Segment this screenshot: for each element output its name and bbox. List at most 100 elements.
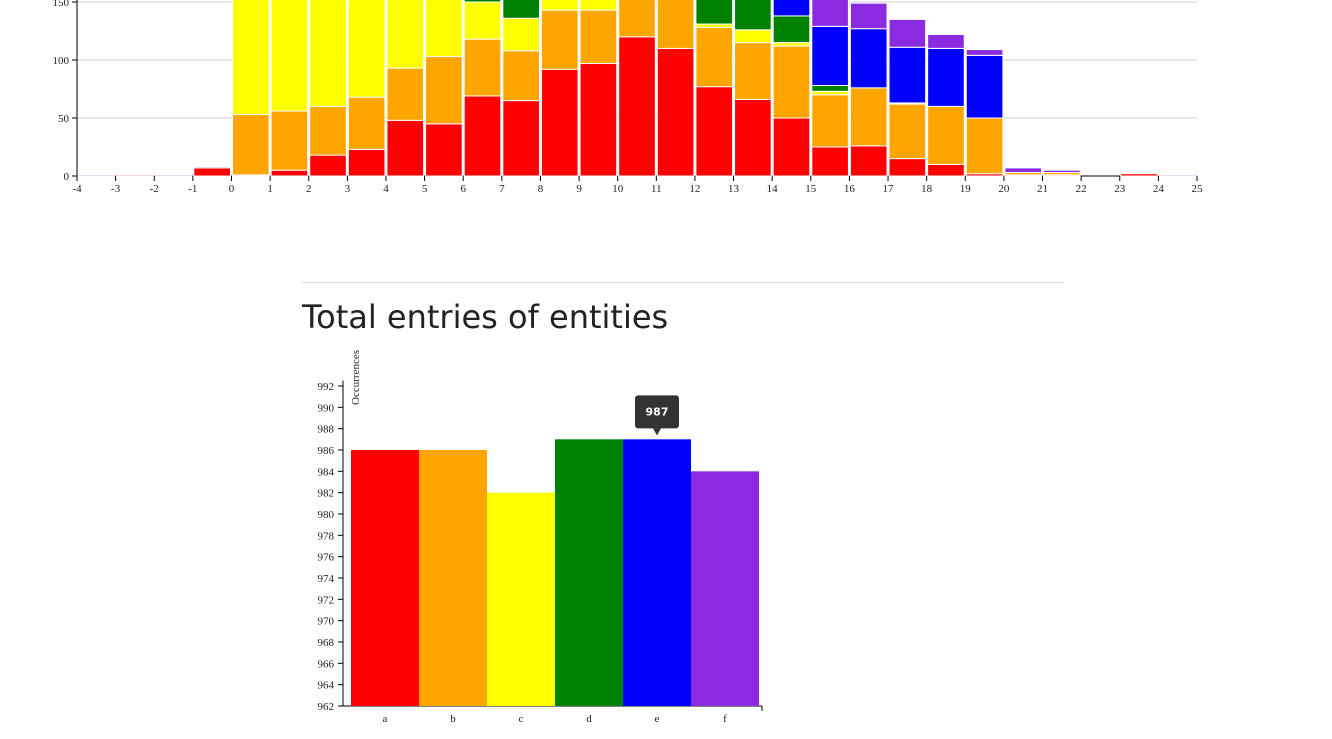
histogram-bar — [270, 110, 309, 171]
x-tick-label: 14 — [767, 183, 779, 195]
histogram-bar — [965, 54, 1004, 119]
histogram-bar — [386, 67, 425, 121]
x-tick-label: 3 — [345, 183, 351, 195]
x-tick-label: 1 — [267, 183, 273, 195]
histogram-bar — [463, 1, 502, 40]
histogram-bar — [502, 50, 540, 102]
histogram-bar — [309, 105, 347, 156]
y-tick-label: 982 — [318, 488, 335, 500]
divider — [302, 282, 1064, 283]
histogram-bar — [502, 100, 540, 177]
histogram-bar — [811, 25, 849, 87]
histogram-bar — [425, 123, 463, 177]
x-tick-label: 12 — [689, 183, 700, 195]
histogram-bar — [540, 0, 579, 11]
histogram-bar — [927, 47, 965, 107]
y-tick-label: 150 — [53, 0, 70, 9]
histogram-bar — [618, 36, 656, 177]
x-tick-label: 16 — [844, 183, 856, 195]
histogram-bar — [116, 174, 154, 177]
x-tick-label: 21 — [1037, 183, 1048, 195]
y-tick-label: 986 — [318, 445, 335, 457]
x-tick-label: -3 — [111, 183, 121, 195]
x-tick-label: 13 — [728, 183, 740, 195]
x-tick-label: c — [519, 713, 524, 725]
y-tick-label: 966 — [318, 658, 335, 670]
histogram-bar — [888, 46, 927, 104]
histogram-bar — [579, 0, 618, 11]
y-tick-label: 984 — [318, 466, 335, 478]
histogram-bar — [772, 42, 811, 47]
histogram-bar — [888, 18, 927, 48]
bar — [487, 492, 555, 706]
histogram-bar — [463, 38, 502, 97]
histogram-bar — [849, 2, 888, 30]
histogram-bar — [927, 163, 965, 177]
histogram-bar — [618, 0, 656, 38]
histogram-bar — [811, 0, 849, 27]
histogram-bar — [1004, 167, 1043, 174]
x-tick-label: 8 — [538, 183, 544, 195]
histogram-bar — [1120, 173, 1158, 177]
y-tick-label: 992 — [318, 381, 335, 393]
x-tick-label: d — [586, 713, 592, 725]
histogram-bar — [193, 166, 231, 169]
x-tick-label: 15 — [805, 183, 817, 195]
histogram-bar — [811, 90, 849, 96]
y-tick-label: 970 — [318, 616, 335, 628]
histogram-bar — [231, 114, 270, 176]
x-tick-label: 4 — [383, 183, 389, 195]
histogram-bar — [425, 0, 463, 58]
x-tick-label: -4 — [72, 183, 82, 195]
x-tick-label: 6 — [460, 183, 466, 195]
histogram-bar — [772, 45, 811, 119]
histogram-bar — [734, 29, 772, 44]
x-tick-label: 5 — [422, 183, 428, 195]
histogram-bar — [965, 49, 1004, 56]
histogram-bar — [77, 174, 116, 177]
histogram-bar — [231, 0, 270, 116]
bar — [419, 450, 487, 706]
y-tick-label: 974 — [318, 573, 335, 585]
histogram-bar — [656, 47, 695, 177]
histogram-bar — [811, 85, 849, 92]
histogram-bar — [579, 62, 618, 177]
y-tick-label: 978 — [318, 530, 335, 542]
histogram-bar — [502, 0, 540, 19]
y-tick-label: 50 — [58, 113, 70, 125]
histogram-bar — [888, 158, 927, 177]
histogram-bar — [772, 0, 811, 17]
histogram-bar — [927, 33, 965, 49]
histogram-bar — [347, 96, 386, 150]
histogram-bar — [463, 95, 502, 177]
tooltip-box — [635, 395, 679, 429]
histogram-bar — [386, 119, 425, 177]
histogram-bar — [811, 94, 849, 148]
histogram-bar — [772, 117, 811, 177]
x-tick-label: e — [655, 713, 660, 725]
tooltip-text: 987 — [646, 405, 669, 418]
histogram-bar — [695, 27, 734, 88]
histogram-bar — [463, 0, 502, 3]
bar-chart: 962 964 966 968 970 972 974 976 978 980 982 984 986 9… — [318, 350, 763, 725]
bar — [555, 439, 623, 706]
histogram-bar — [1043, 169, 1081, 174]
y-tick-label: 990 — [318, 402, 335, 414]
x-tick-label: 17 — [883, 183, 895, 195]
histogram-bar — [154, 174, 193, 177]
histogram-bar — [695, 23, 734, 29]
bar — [691, 471, 759, 706]
histogram-bar — [772, 15, 811, 44]
histogram-bar — [1158, 174, 1197, 177]
histogram-bar — [927, 105, 965, 165]
histogram-bar — [270, 0, 309, 112]
histogram-bar — [849, 28, 888, 89]
bar — [351, 450, 419, 706]
y-tick-label: 988 — [318, 424, 335, 436]
x-tick-label: 11 — [651, 183, 662, 195]
y-tick-label: 972 — [318, 594, 335, 606]
x-tick-label: -1 — [188, 183, 197, 195]
x-tick-label: 20 — [998, 183, 1010, 195]
